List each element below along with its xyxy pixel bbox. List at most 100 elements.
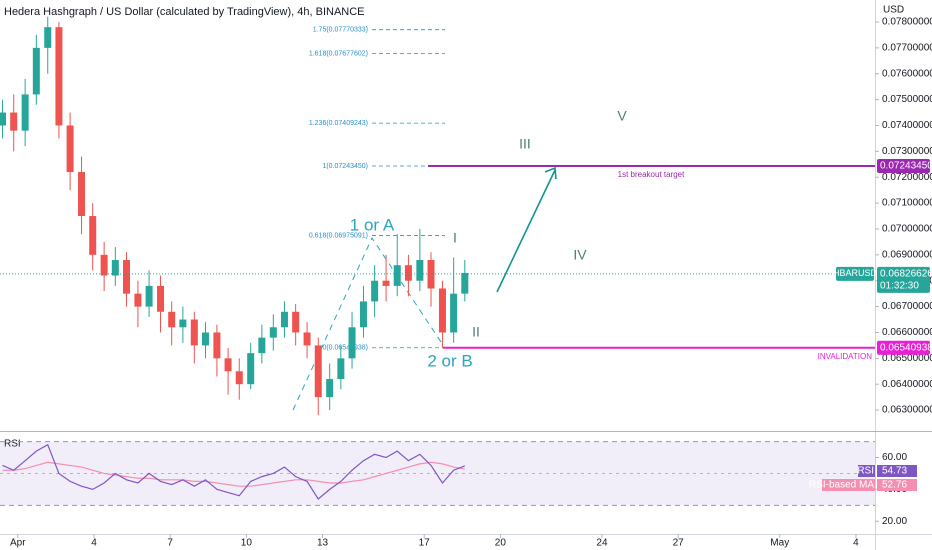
x-tick-label: 27 — [673, 538, 685, 549]
candle-body — [224, 358, 232, 372]
candle-body — [404, 265, 412, 281]
legend-label: RSI — [857, 466, 874, 477]
candle-body — [235, 371, 243, 385]
fib-label: 0.618(0.06975091) — [309, 232, 368, 239]
candle-body — [21, 94, 29, 131]
candle-body — [10, 112, 18, 131]
y-tick-label: 60.00 — [882, 452, 907, 463]
y-tick-label: 0.07400000 — [882, 120, 932, 131]
candle-body — [371, 280, 379, 302]
fib-label: 1(0.07243450) — [322, 163, 368, 170]
candle-body — [55, 27, 63, 126]
candle-body — [450, 293, 458, 333]
candle-body — [213, 332, 221, 359]
y-tick-label: 0.06400000 — [882, 379, 932, 390]
fib-label: 1.75(0.07770333) — [313, 27, 368, 34]
wave-label: II — [472, 324, 480, 340]
y-tick-label: 0.06600000 — [882, 327, 932, 338]
candle-body — [89, 216, 97, 255]
candle-body — [292, 311, 300, 333]
wave-label: 2 or B — [427, 351, 472, 370]
candle-body — [359, 301, 367, 328]
y-tick-label: 0.07800000 — [882, 17, 932, 28]
symbol-tag — [836, 266, 874, 281]
candle-body — [190, 319, 198, 346]
value-tag — [877, 465, 917, 477]
legend-box — [858, 465, 875, 477]
candle-body — [32, 47, 40, 95]
y-tick-label: 0.07500000 — [882, 94, 932, 105]
candle-body — [78, 172, 86, 217]
y-tick-label: 0.07700000 — [882, 43, 932, 54]
level-tag — [877, 340, 930, 355]
countdown: 01:32:30 — [880, 280, 919, 291]
value-tag-label: 54.73 — [882, 466, 907, 477]
chart-title: Hedera Hashgraph / US Dollar (calculated… — [4, 6, 365, 18]
wave-label: I — [453, 230, 457, 246]
wave-label: 1 or A — [350, 215, 395, 234]
rsi-line — [2, 461, 465, 487]
candle-body — [100, 254, 108, 276]
y-tick-label: 0.07300000 — [882, 146, 932, 157]
candle-body — [427, 260, 435, 289]
candle-body — [438, 288, 446, 333]
projection-arrow — [496, 169, 556, 293]
price-tag-label: 0.06826626 — [880, 268, 932, 279]
candle-body — [416, 260, 424, 281]
fib-label: 1.236(0.07409243) — [309, 120, 368, 127]
value-tag-label: 52.76 — [882, 480, 907, 491]
candle-body — [326, 379, 334, 398]
x-tick-label: May — [770, 538, 789, 549]
candle-body — [337, 358, 345, 380]
candle-body — [0, 112, 7, 126]
candle-body — [258, 337, 266, 354]
wave-label: V — [617, 108, 627, 124]
y-tick-label: 0.06900000 — [882, 249, 932, 260]
y-tick-label: 0.06300000 — [882, 405, 932, 416]
x-tick-label: 13 — [317, 538, 329, 549]
candle-body — [280, 311, 288, 328]
fib-label: 1.618(0.07677602) — [309, 51, 368, 58]
candle-body — [44, 27, 52, 48]
y-tick-label: 0.07000000 — [882, 224, 932, 235]
level-text: 1st breakout target — [618, 170, 685, 179]
level-tag-label: 0.06540938 — [880, 342, 932, 353]
candle-body — [134, 293, 142, 307]
wave-label: III — [519, 136, 531, 152]
candle-body — [303, 332, 311, 346]
x-tick-label: 7 — [167, 538, 173, 549]
level-tag — [877, 158, 930, 173]
candle-body — [461, 272, 469, 294]
x-tick-label: 17 — [419, 538, 431, 549]
legend-box — [822, 479, 875, 491]
candle-body — [168, 311, 176, 328]
x-tick-label: 4 — [91, 538, 97, 549]
candle-body — [314, 345, 322, 398]
x-tick-label: 4 — [853, 538, 859, 549]
rsi-line — [2, 443, 466, 500]
wave-zigzag — [292, 236, 444, 411]
candle-body — [269, 327, 277, 338]
y-tick-label: 20.00 — [882, 516, 907, 527]
candle-body — [382, 280, 390, 286]
y-tick-label: 0.07600000 — [882, 68, 932, 79]
y-tick-label: 0.07200000 — [882, 172, 932, 183]
candle-body — [157, 285, 165, 312]
fib-label: 0(0.06540938) — [322, 345, 368, 352]
candle-body — [179, 319, 187, 328]
price-tag — [877, 266, 930, 293]
value-tag — [877, 479, 917, 491]
candle-body — [145, 285, 153, 307]
y-tick-label: 0.06500000 — [882, 353, 932, 364]
symbol-label: HBARUSD — [833, 268, 878, 278]
wave-label: IV — [573, 247, 587, 263]
candle-body — [348, 327, 356, 359]
candle-body — [111, 260, 119, 276]
x-tick-label: 20 — [495, 538, 507, 549]
candle-body — [201, 332, 209, 346]
legend-label: RSI-based MA — [809, 480, 874, 491]
x-tick-label: 24 — [596, 538, 608, 549]
rsi-title: RSI — [4, 439, 21, 450]
y-tick-label: 0.06700000 — [882, 301, 932, 312]
